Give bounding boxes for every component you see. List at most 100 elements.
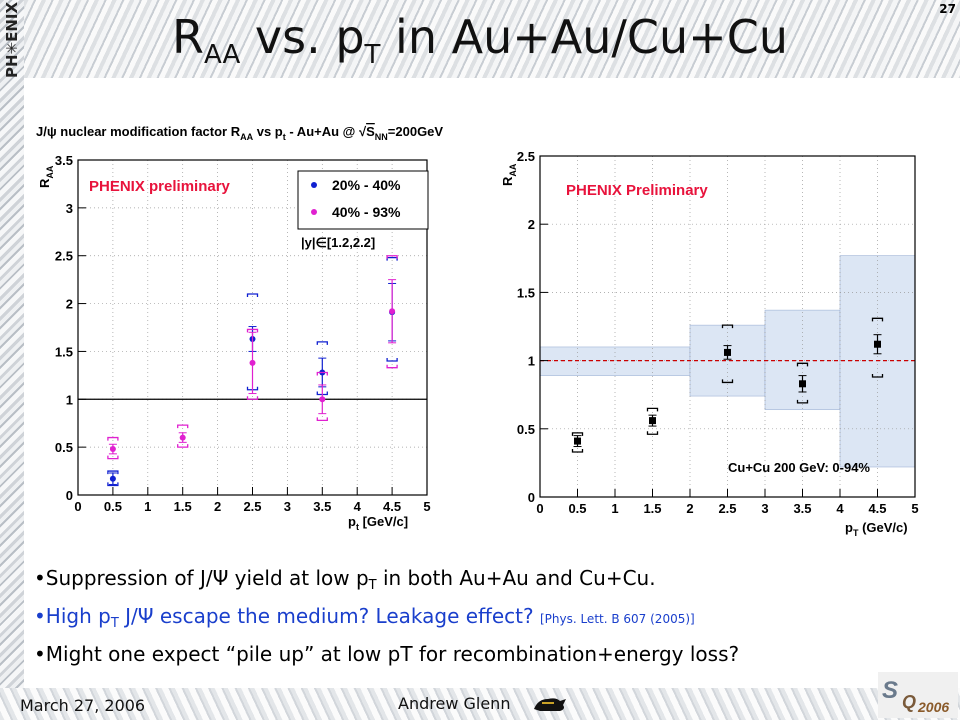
series-0-sys-bracket-3-1: [386, 256, 398, 261]
x-axis-label: pt [GeV/c]: [348, 514, 408, 530]
bullet-2: •High pT J/Ψ escape the medium? Leakage …: [34, 604, 695, 631]
y-tick-label-2: 1: [528, 354, 535, 369]
y-tick-label-4: 2: [528, 217, 535, 232]
title-sub-aa: AA: [203, 40, 241, 70]
footer-background-strip: [0, 688, 960, 720]
series-0-sys-bracket-0-0: [107, 482, 119, 487]
svg-text:2006: 2006: [917, 699, 949, 715]
x-tick-label-7: 3.5: [793, 501, 811, 516]
uncertainty-band-2: [764, 309, 841, 411]
uncertainty-band-0: [539, 346, 691, 376]
bullet-3: •Might one expect “pile up” at low pT fo…: [34, 642, 740, 666]
x-tick-label-6: 3: [761, 501, 768, 516]
bullet-list: •Suppression of J/Ψ yield at low pT in b…: [34, 563, 958, 669]
footer-date: March 27, 2006: [20, 696, 146, 715]
x-tick-label-10: 5: [911, 501, 918, 516]
series-1-sys-bracket-4-1: [386, 255, 398, 259]
series-0-point-2: [724, 348, 731, 356]
series-0-point-4: [874, 340, 881, 348]
uncertainty-band-3: [839, 255, 916, 468]
title-sub-t: T: [364, 40, 381, 70]
x-tick-label-8: 4: [836, 501, 844, 516]
y-tick-label-2: 1: [66, 392, 73, 407]
title-background-strip: [24, 0, 960, 78]
footer-author: Andrew Glenn: [398, 694, 511, 713]
series-0-point-3: [799, 380, 806, 388]
y-tick-label-4: 2: [66, 297, 73, 312]
x-tick-label-9: 4.5: [868, 501, 886, 516]
annotation-cucu: Cu+Cu 200 GeV: 0-94%: [728, 460, 870, 475]
series-0-sys-bracket-3-0: [796, 399, 809, 404]
svg-text:Q: Q: [902, 692, 916, 712]
sqm2006-logo: S Q 2006: [878, 672, 958, 718]
series-0-point-0: [574, 437, 581, 445]
y-tick-label-5: 2.5: [517, 149, 535, 164]
y-tick-label-0: 0: [528, 490, 535, 505]
series-0-sys-bracket-1-1: [246, 293, 259, 297]
x-tick-label-7: 3.5: [313, 499, 331, 514]
data-marks: [571, 317, 884, 453]
series-0-point-0: [109, 475, 116, 482]
title-part-vs: vs. p: [240, 10, 365, 64]
y-tick-label-7: 3.5: [55, 153, 73, 168]
left-background-strip: [0, 0, 24, 720]
slide-title: RAA vs. pT in Au+Au/Cu+Cu: [0, 14, 960, 68]
x-tick-label-2: 1: [611, 501, 618, 516]
x-tick-label-4: 2: [214, 499, 221, 514]
y-tick-label-6: 3: [66, 201, 73, 216]
axes: 0 0.5 1 1.5 2 2.5 3 3.5 4 4.5 5 0 0.5 1 1.5 2 2.5: [517, 149, 919, 516]
series-1-sys-bracket-0-0: [107, 455, 119, 460]
legend-marker-40-93: [311, 209, 317, 215]
svg-text:S: S: [882, 677, 898, 704]
cucu-raa-chart: 0 0.5 1 1.5 2 2.5 3 3.5 4 4.5 5 0 0.5 1 1.5 2 2.5 PHENIX…: [500, 149, 919, 538]
university-logo: [534, 698, 566, 711]
data-marks: [107, 255, 398, 487]
legend-label-20-40: 20% - 40%: [332, 177, 401, 193]
series-1-point-2: [249, 359, 256, 366]
x-tick-label-9: 4.5: [383, 499, 401, 514]
x-tick-label-1: 0.5: [568, 501, 586, 516]
series-0-sys-bracket-1-1: [646, 407, 659, 412]
x-tick-label-1: 0.5: [104, 499, 122, 514]
annotation-phenix-preliminary: PHENIX preliminary: [89, 178, 231, 195]
series-0-sys-bracket-1-0: [646, 431, 659, 435]
legend-marker-20-40: [311, 182, 317, 188]
y-axis-label: RAA: [37, 165, 55, 188]
legend: 20% - 40% 40% - 93%: [297, 170, 429, 230]
x-tick-label-0: 0: [74, 499, 81, 514]
series-0-sys-bracket-2-0: [721, 379, 734, 384]
y-tick-label-0: 0: [66, 488, 73, 503]
title-part-r: R: [172, 10, 204, 64]
y-tick-label-3: 1.5: [55, 344, 73, 359]
series-1-point-0: [109, 446, 116, 453]
auau-raa-chart: J/ψ nuclear modification factor RAA vs p…: [36, 124, 443, 530]
x-tick-label-6: 3: [284, 499, 291, 514]
series-0-sys-bracket-4-1: [871, 317, 884, 322]
y-axis-label: RAA: [500, 163, 518, 186]
series-1-sys-bracket-1-0: [177, 444, 189, 448]
series-1-sys-bracket-4-0: [386, 364, 398, 369]
series-0-sys-bracket-3-1: [796, 362, 809, 367]
rapidity-label: |y|∈[1.2,2.2]: [301, 235, 375, 250]
series-1-point-3: [319, 396, 326, 403]
x-tick-label-4: 2: [686, 501, 693, 516]
legend-label-40-93: 40% - 93%: [332, 204, 401, 220]
x-axis-label: pT (GeV/c): [845, 520, 908, 538]
x-tick-label-10: 5: [423, 499, 430, 514]
y-tick-label-5: 2.5: [55, 249, 73, 264]
series-1-sys-bracket-3-1: [316, 371, 328, 376]
series-1-point-1: [179, 434, 186, 441]
y-tick-label-1: 0.5: [517, 422, 535, 437]
grid: [540, 156, 915, 497]
global-uncertainty-bands: [539, 255, 916, 468]
bullet-1: •Suppression of J/Ψ yield at low pT in b…: [34, 566, 656, 593]
legend-box: [297, 170, 429, 230]
series-1-sys-bracket-2-0: [246, 396, 259, 400]
x-tick-label-5: 2.5: [243, 499, 261, 514]
x-tick-label-3: 1.5: [174, 499, 192, 514]
series-1-point-4: [389, 308, 396, 315]
page-number: 27: [939, 2, 956, 16]
y-tick-label-1: 0.5: [55, 440, 73, 455]
y-tick-label-3: 1.5: [517, 285, 535, 300]
series-0-sys-bracket-4-0: [871, 373, 884, 378]
